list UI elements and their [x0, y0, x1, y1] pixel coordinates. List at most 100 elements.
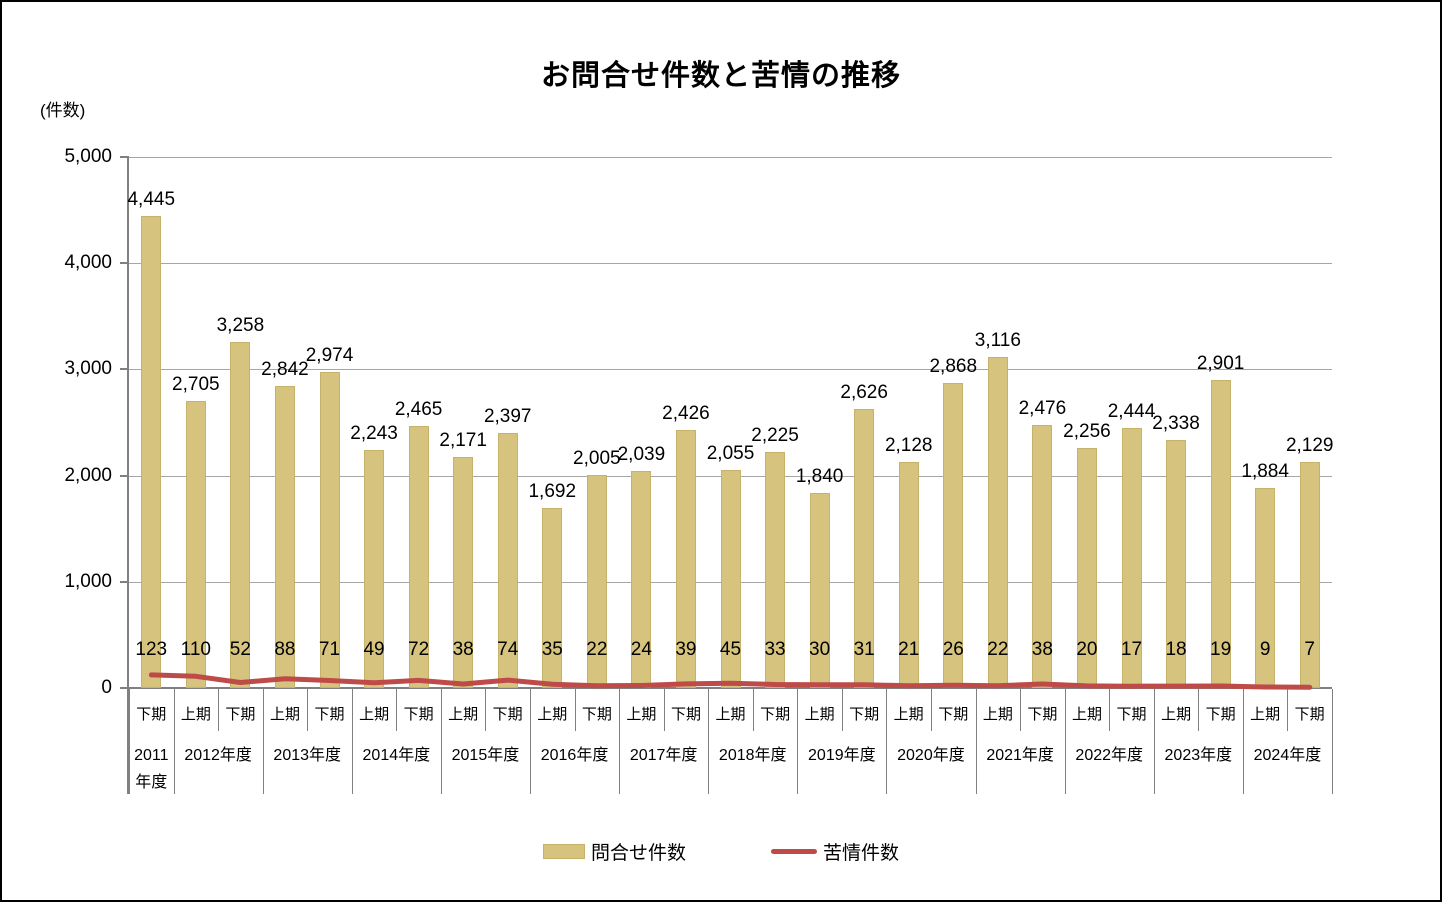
period-separator-line — [574, 689, 576, 731]
x-period-label: 下期 — [403, 706, 434, 723]
legend-label-inquiries: 問合せ件数 — [590, 843, 686, 864]
x-period-label: 上期 — [359, 706, 390, 723]
x-period-label: 上期 — [626, 706, 657, 723]
bar-value-label: 3,258 — [216, 315, 265, 336]
bar-value-label: 2,397 — [483, 406, 532, 428]
year-boundary-line — [440, 689, 442, 794]
line-value-label: 52 — [229, 639, 251, 660]
bar-value-label: 2,626 — [840, 382, 888, 404]
y-tick-label: 4,000 — [64, 252, 112, 274]
year-boundary-line — [1064, 689, 1066, 794]
line-value-label: 39 — [675, 639, 697, 660]
y-tick-label: 5,000 — [64, 146, 112, 167]
line-value-label: 22 — [987, 639, 1009, 660]
period-separator-line — [396, 689, 398, 731]
bar-value-label: 2,338 — [1152, 412, 1200, 434]
gridline — [129, 369, 1332, 371]
x-period-label: 下期 — [1294, 706, 1325, 723]
period-separator-line — [218, 689, 220, 731]
year-boundary-line — [797, 689, 799, 794]
x-period-label: 下期 — [938, 706, 969, 723]
year-boundary-line — [975, 689, 977, 794]
year-boundary-line — [619, 689, 621, 794]
year-boundary-line — [1153, 689, 1155, 794]
period-separator-line — [663, 689, 665, 731]
year-boundary-line — [129, 689, 130, 794]
y-axis-unit-label: (件数) — [40, 101, 86, 120]
x-period-label: 下期 — [760, 706, 791, 723]
x-year-label: 2022年度 — [1075, 747, 1144, 764]
line-value-label: 7 — [1304, 639, 1315, 660]
year-boundary-line — [530, 689, 531, 794]
bar-value-label: 2,868 — [929, 356, 978, 378]
x-year-label: 2018年度 — [718, 747, 787, 764]
x-year-label: 2019年度 — [808, 747, 876, 764]
line-value-label: 72 — [408, 639, 430, 660]
year-boundary-line — [1332, 689, 1333, 794]
bar-value-label: 2,465 — [394, 399, 443, 421]
line-value-label: 30 — [809, 639, 831, 660]
line-value-label: 33 — [764, 639, 786, 660]
x-period-label: 下期 — [1205, 706, 1236, 723]
bar-value-label: 4,445 — [127, 188, 176, 210]
bar-value-label: 1,840 — [795, 465, 844, 487]
x-period-label: 下期 — [1116, 706, 1147, 723]
bar-value-label: 2,256 — [1063, 421, 1111, 443]
line-value-label: 19 — [1210, 639, 1232, 660]
bar-value-label: 2,129 — [1285, 434, 1334, 456]
x-period-label: 上期 — [715, 706, 746, 723]
x-period-label: 上期 — [269, 706, 300, 723]
line-value-label: 49 — [363, 639, 385, 660]
bar-value-label: 1,884 — [1241, 460, 1289, 482]
year-boundary-line — [1242, 689, 1244, 794]
legend: 問合せ件数 苦情件数 — [2, 838, 1440, 865]
period-separator-line — [1198, 689, 1200, 731]
legend-item-inquiries: 問合せ件数 — [542, 838, 686, 865]
line-value-label: 123 — [135, 639, 168, 660]
bar-value-label: 3,116 — [974, 330, 1021, 352]
period-separator-line — [307, 689, 309, 731]
line-value-label: 21 — [898, 639, 920, 660]
bar-value-label: 2,974 — [305, 345, 354, 367]
line-value-label: 26 — [942, 639, 964, 660]
bar-value-label: 2,842 — [261, 359, 309, 381]
y-tick-label: 1,000 — [64, 570, 112, 592]
x-period-label: 下期 — [314, 706, 345, 723]
x-period-label: 下期 — [581, 706, 612, 723]
legend-item-complaints: 苦情件数 — [771, 838, 899, 865]
line-value-label: 17 — [1120, 639, 1143, 660]
x-period-label: 上期 — [804, 706, 835, 723]
x-period-label: 下期 — [225, 706, 256, 723]
line-value-label: 9 — [1259, 639, 1271, 660]
y-axis-tick — [120, 580, 129, 583]
y-axis-line — [127, 157, 129, 794]
period-separator-line — [1109, 689, 1111, 731]
x-period-label: 下期 — [670, 706, 701, 723]
bar — [542, 508, 563, 688]
bar-value-label: 2,005 — [573, 448, 621, 470]
x-period-label: 上期 — [1250, 706, 1281, 723]
line-value-label: 88 — [274, 639, 296, 660]
line-series-swatch-icon — [771, 849, 817, 854]
period-separator-line — [841, 689, 843, 731]
x-period-label: 下期 — [136, 706, 167, 723]
bar-value-label: 2,476 — [1018, 398, 1067, 420]
period-separator-line — [485, 689, 487, 731]
y-axis-tick — [120, 474, 129, 477]
bar-value-label: 2,444 — [1107, 401, 1156, 423]
x-period-label: 上期 — [1161, 706, 1192, 723]
bar-value-label: 2,705 — [172, 373, 220, 395]
x-period-label: 上期 — [537, 706, 568, 723]
year-boundary-line — [173, 689, 175, 794]
bar-value-label: 2,039 — [617, 444, 666, 466]
y-axis-tick — [120, 368, 129, 371]
x-year-label: 2015年度 — [451, 747, 520, 764]
x-period-label: 下期 — [492, 706, 523, 723]
line-value-label: 18 — [1165, 639, 1187, 660]
y-tick-label: 2,000 — [64, 464, 112, 486]
bar-value-label: 2,128 — [884, 435, 933, 456]
x-period-label: 上期 — [893, 706, 924, 723]
x-year-label: 2013年度 — [273, 747, 342, 764]
period-separator-line — [931, 689, 932, 731]
